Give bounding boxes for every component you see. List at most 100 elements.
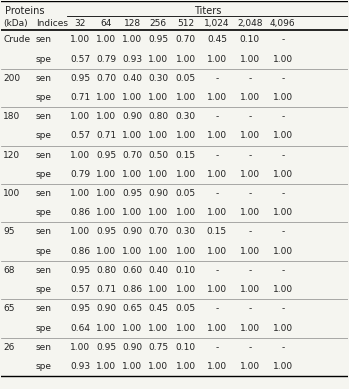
Text: 1.00: 1.00: [207, 131, 227, 140]
Text: 0.71: 0.71: [70, 93, 90, 102]
Text: 64: 64: [101, 19, 112, 28]
Text: 0.60: 0.60: [122, 266, 142, 275]
Text: sen: sen: [36, 112, 52, 121]
Text: 1.00: 1.00: [273, 93, 293, 102]
Text: 1.00: 1.00: [122, 35, 142, 44]
Text: -: -: [215, 343, 218, 352]
Text: 0.30: 0.30: [176, 228, 196, 237]
Text: -: -: [281, 228, 284, 237]
Text: 100: 100: [3, 189, 20, 198]
Text: Proteins: Proteins: [5, 6, 44, 16]
Text: sen: sen: [36, 151, 52, 159]
Text: 1.00: 1.00: [207, 170, 227, 179]
Text: 1.00: 1.00: [207, 362, 227, 371]
Text: 0.15: 0.15: [176, 151, 196, 159]
Text: 0.15: 0.15: [207, 228, 227, 237]
Text: 1.00: 1.00: [122, 93, 142, 102]
Text: 0.90: 0.90: [122, 228, 142, 237]
Text: 1.00: 1.00: [176, 93, 196, 102]
Text: spe: spe: [36, 131, 52, 140]
Text: 1.00: 1.00: [70, 151, 90, 159]
Text: 1.00: 1.00: [96, 112, 116, 121]
Text: 1.00: 1.00: [207, 93, 227, 102]
Text: 0.86: 0.86: [122, 285, 142, 294]
Text: 0.45: 0.45: [148, 304, 168, 313]
Text: 2,048: 2,048: [237, 19, 262, 28]
Text: 0.95: 0.95: [148, 35, 168, 44]
Text: -: -: [215, 304, 218, 313]
Text: 1.00: 1.00: [96, 362, 116, 371]
Text: -: -: [281, 74, 284, 83]
Text: sen: sen: [36, 228, 52, 237]
Text: 128: 128: [124, 19, 141, 28]
Text: sen: sen: [36, 35, 52, 44]
Text: 1.00: 1.00: [70, 35, 90, 44]
Text: 0.40: 0.40: [148, 266, 168, 275]
Text: 1.00: 1.00: [273, 208, 293, 217]
Text: 32: 32: [74, 19, 86, 28]
Text: (kDa): (kDa): [3, 19, 28, 28]
Text: -: -: [215, 74, 218, 83]
Text: -: -: [248, 304, 251, 313]
Text: 0.57: 0.57: [70, 285, 90, 294]
Text: 1.00: 1.00: [273, 247, 293, 256]
Text: 1.00: 1.00: [122, 324, 142, 333]
Text: 1.00: 1.00: [240, 131, 260, 140]
Text: 65: 65: [3, 304, 15, 313]
Text: 1.00: 1.00: [207, 247, 227, 256]
Text: -: -: [281, 304, 284, 313]
Text: 1.00: 1.00: [207, 55, 227, 64]
Text: 1.00: 1.00: [240, 208, 260, 217]
Text: 120: 120: [3, 151, 20, 159]
Text: 1.00: 1.00: [273, 362, 293, 371]
Text: 1.00: 1.00: [240, 285, 260, 294]
Text: sen: sen: [36, 343, 52, 352]
Text: 0.86: 0.86: [70, 247, 90, 256]
Text: -: -: [215, 151, 218, 159]
Text: 180: 180: [3, 112, 20, 121]
Text: 0.95: 0.95: [70, 304, 90, 313]
Text: -: -: [248, 151, 251, 159]
Text: 0.95: 0.95: [96, 228, 116, 237]
Text: 1.00: 1.00: [176, 170, 196, 179]
Text: Indices: Indices: [36, 19, 68, 28]
Text: sen: sen: [36, 74, 52, 83]
Text: -: -: [248, 228, 251, 237]
Text: 1.00: 1.00: [96, 247, 116, 256]
Text: 0.70: 0.70: [122, 151, 142, 159]
Text: 1.00: 1.00: [122, 247, 142, 256]
Text: 1.00: 1.00: [96, 35, 116, 44]
Text: 1.00: 1.00: [273, 324, 293, 333]
Text: 0.90: 0.90: [122, 112, 142, 121]
Text: -: -: [248, 74, 251, 83]
Text: -: -: [281, 35, 284, 44]
Text: 0.80: 0.80: [148, 112, 168, 121]
Text: -: -: [215, 112, 218, 121]
Text: 0.95: 0.95: [122, 189, 142, 198]
Text: 1.00: 1.00: [240, 93, 260, 102]
Text: 0.57: 0.57: [70, 55, 90, 64]
Text: 1.00: 1.00: [176, 247, 196, 256]
Text: 1.00: 1.00: [96, 170, 116, 179]
Text: 1.00: 1.00: [70, 228, 90, 237]
Text: 0.10: 0.10: [240, 35, 260, 44]
Text: -: -: [281, 151, 284, 159]
Text: spe: spe: [36, 247, 52, 256]
Text: 0.90: 0.90: [96, 304, 116, 313]
Text: 1.00: 1.00: [148, 247, 168, 256]
Text: 1.00: 1.00: [240, 170, 260, 179]
Text: -: -: [281, 343, 284, 352]
Text: 200: 200: [3, 74, 20, 83]
Text: 0.95: 0.95: [70, 266, 90, 275]
Text: 68: 68: [3, 266, 15, 275]
Text: 1.00: 1.00: [148, 362, 168, 371]
Text: 1.00: 1.00: [176, 55, 196, 64]
Text: 0.57: 0.57: [70, 131, 90, 140]
Text: 0.79: 0.79: [70, 170, 90, 179]
Text: 0.79: 0.79: [96, 55, 116, 64]
Text: 1.00: 1.00: [148, 93, 168, 102]
Text: Titers: Titers: [194, 6, 221, 16]
Text: 1.00: 1.00: [96, 189, 116, 198]
Text: 0.90: 0.90: [148, 189, 168, 198]
Text: -: -: [215, 266, 218, 275]
